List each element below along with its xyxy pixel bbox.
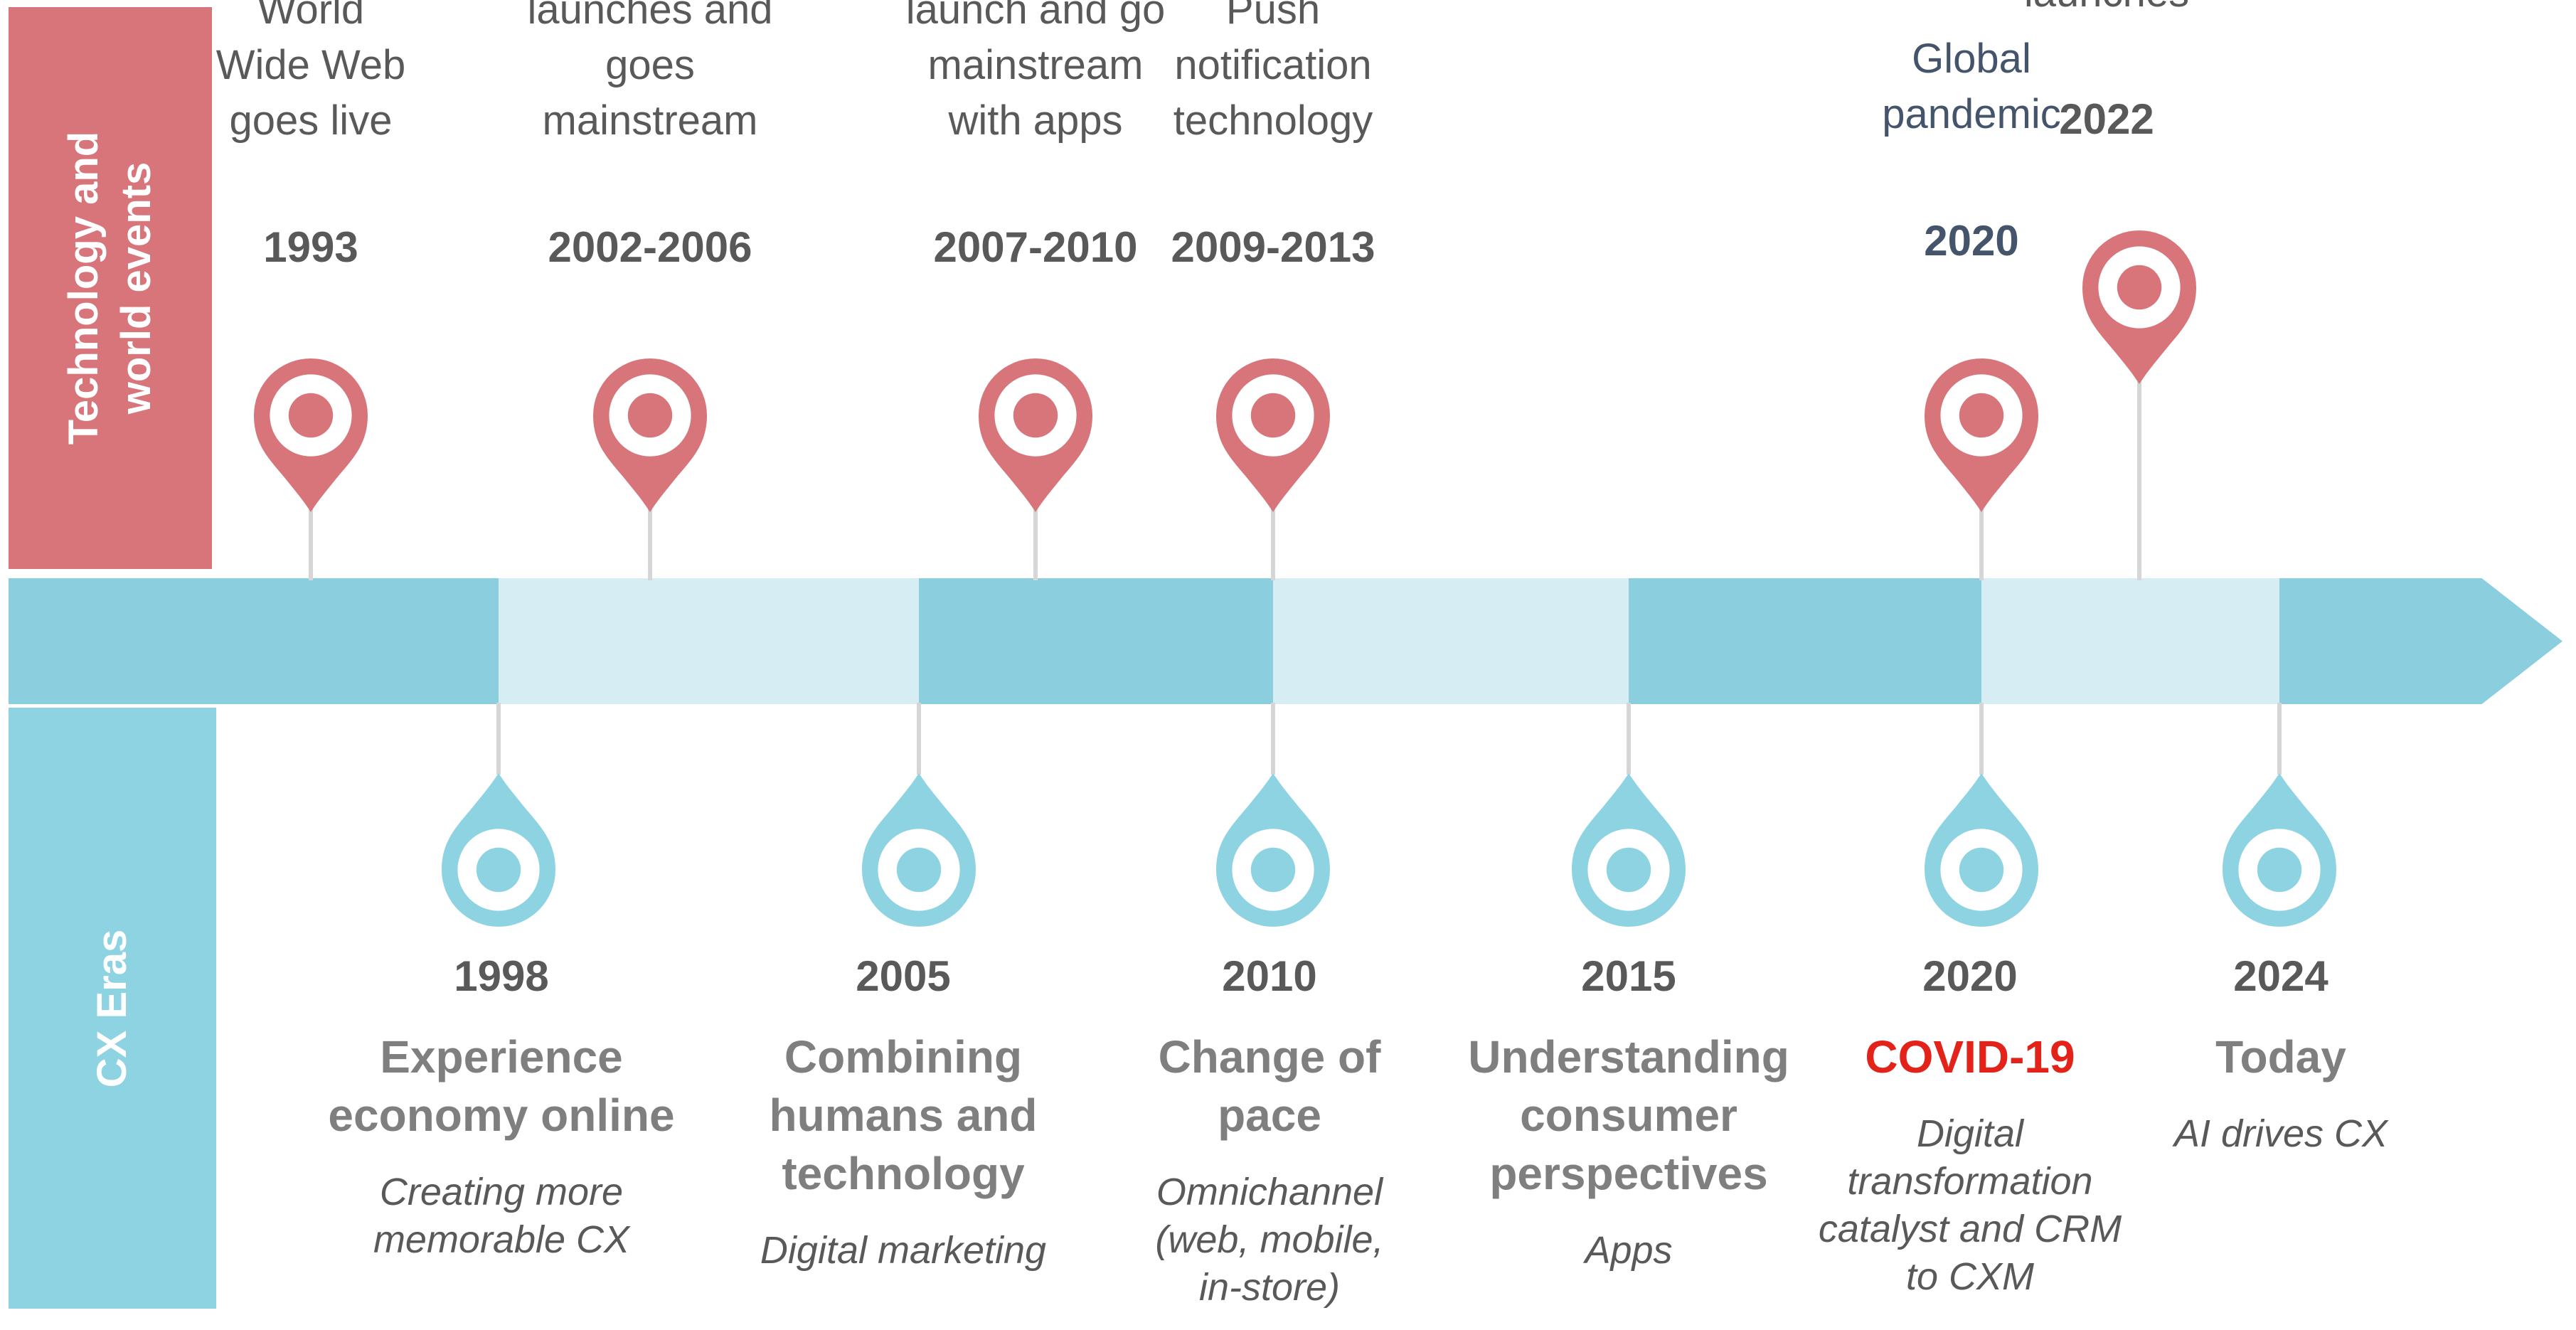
- drop-pin-icon: [2223, 773, 2336, 927]
- map-pin-icon: [254, 358, 368, 512]
- tech-world-events-band: Technology and world events: [9, 7, 212, 569]
- event-global-pandemic: Global pandemic 2020: [1744, 0, 2199, 324]
- cx-eras-label: CX Eras: [89, 929, 135, 1087]
- pin-tail: [309, 509, 313, 580]
- event-year: 2002-2006: [548, 223, 752, 271]
- era-title: Understanding consumer perspectives: [1468, 1031, 1789, 1199]
- event-smart-phones: Smart phones launch and go mainstream wi…: [808, 0, 1263, 331]
- pin-tail: [1271, 703, 1275, 775]
- map-pin-icon: [593, 358, 707, 512]
- pin-tail: [1627, 703, 1631, 775]
- pin-tail: [917, 703, 921, 775]
- pin-tail: [2277, 703, 2282, 775]
- era-year: 2024: [2233, 952, 2328, 1000]
- era-combining-humans-technology: 2005 Combining humans and technology Dig…: [690, 952, 1117, 1275]
- era-title: COVID-19: [1865, 1031, 2075, 1082]
- timeline-arrowhead: [2279, 578, 2562, 704]
- timeline-segment-4: [1273, 578, 1629, 704]
- era-consumer-perspectives: 2015 Understanding consumer perspectives…: [1415, 952, 1842, 1275]
- era-year: 2020: [1922, 952, 2018, 1000]
- era-covid-19: 2020 COVID-19 Digital transformation cat…: [1757, 952, 2183, 1301]
- event-year: 2009-2013: [1171, 223, 1375, 271]
- drop-pin-icon: [442, 773, 555, 927]
- pin-tail: [2137, 381, 2141, 580]
- era-change-of-pace: 2010 Change of pace Omnichannel (web, mo…: [1056, 952, 1483, 1312]
- map-pin-icon: [2082, 230, 2196, 384]
- era-today-ai: 2024 Today AI drives CX: [2067, 952, 2494, 1158]
- era-experience-economy: 1998 Experience economy online Creating …: [288, 952, 715, 1264]
- event-world-wide-web: World Wide Web goes live 1993: [83, 0, 538, 331]
- era-subtitle: Digital transformation catalyst and CRM …: [1818, 1112, 2122, 1298]
- event-text: World Wide Web goes live: [215, 0, 406, 144]
- event-text: Social media launches and goes mainstrea…: [527, 0, 773, 144]
- drop-pin-icon: [1216, 773, 1330, 927]
- event-year: 2007-2010: [933, 223, 1138, 271]
- event-chatgpt-launches: ChatGPT launches 2022: [1879, 0, 2334, 203]
- era-year: 2010: [1222, 952, 1317, 1000]
- era-subtitle: Digital marketing: [760, 1229, 1047, 1272]
- timeline-segment-3: [919, 578, 1273, 704]
- pin-tail: [1979, 509, 1984, 580]
- pin-tail: [1271, 509, 1275, 580]
- era-title: Change of pace: [1158, 1031, 1381, 1141]
- map-pin-icon: [1216, 358, 1330, 512]
- event-text: Push notification technology: [1173, 0, 1373, 144]
- event-year: 2022: [2059, 95, 2154, 143]
- era-year: 2015: [1581, 952, 1676, 1000]
- era-subtitle: Omnichannel (web, mobile, in-store): [1155, 1171, 1384, 1309]
- event-text: Global pandemic: [1882, 36, 2061, 137]
- timeline-segment-1: [9, 578, 499, 704]
- timeline-segment-6: [1981, 578, 2279, 704]
- cx-eras-band: CX Eras: [9, 708, 216, 1309]
- era-title: Experience economy online: [328, 1031, 675, 1141]
- event-push-notification: Push notification technology 2009-2013: [1045, 0, 1501, 331]
- event-social-media: Social media launches and goes mainstrea…: [422, 0, 878, 331]
- event-text: Smart phones launch and go mainstream wi…: [905, 0, 1166, 144]
- event-year: 2020: [1924, 217, 2019, 265]
- event-year: 1993: [263, 223, 358, 271]
- era-year: 1998: [454, 952, 549, 1000]
- drop-pin-icon: [1572, 773, 1686, 927]
- map-pin-icon: [1925, 358, 2038, 512]
- event-text: ChatGPT launches: [1879, 0, 2334, 21]
- era-subtitle: AI drives CX: [2173, 1112, 2388, 1155]
- era-subtitle: Creating more memorable CX: [373, 1171, 630, 1261]
- era-year: 2005: [856, 952, 951, 1000]
- pin-tail: [496, 703, 501, 775]
- drop-pin-icon: [1925, 773, 2038, 927]
- drop-pin-icon: [862, 773, 976, 927]
- timeline-segment-5: [1629, 578, 1981, 704]
- pin-tail: [648, 509, 652, 580]
- era-subtitle: Apps: [1585, 1229, 1673, 1272]
- pin-tail: [1033, 509, 1038, 580]
- era-title: Combining humans and technology: [769, 1031, 1038, 1199]
- timeline-segment-2: [499, 578, 919, 704]
- pin-tail: [1979, 703, 1984, 775]
- era-title: Today: [2215, 1031, 2346, 1082]
- map-pin-icon: [979, 358, 1092, 512]
